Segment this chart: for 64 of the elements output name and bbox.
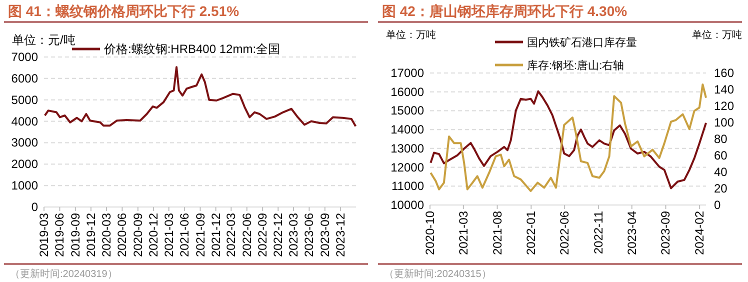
y2-tick-label: 40: [714, 165, 728, 179]
y-tick-label: 17000: [390, 66, 424, 80]
legend-label: 价格:螺纹钢:HRB400 12mm:全国: [103, 42, 280, 56]
x-tick-label: 2022-01: [524, 210, 538, 256]
x-tick-label: 2021-12: [208, 212, 223, 258]
y2-tick-label: 80: [714, 132, 728, 146]
y-axis-title: 单位：元/吨: [12, 33, 76, 47]
legend-label: 库存:钢坯:唐山:右轴: [527, 59, 624, 72]
x-tick-label: 2023-04: [624, 210, 639, 256]
y2-tick-label: 160: [714, 66, 734, 80]
chart-title: 图 42：唐山钢坯库存周环比下行 4.30%: [382, 3, 628, 19]
y-tick-label: 1000: [11, 178, 38, 193]
x-tick-label: 2020-10: [423, 210, 437, 256]
x-tick-label: 2023-06: [302, 212, 316, 258]
x-tick-label: 2022-06: [240, 212, 254, 258]
text: （更新时间:20240315）: [384, 268, 492, 280]
x-tick-label: 2021-08: [490, 210, 504, 256]
x-tick-label: 2020-12: [146, 212, 160, 258]
x-tick-label: 2019-12: [84, 212, 98, 258]
x-tick-label: 2022-11: [591, 210, 606, 254]
x-tick-label: 2021-03: [162, 212, 176, 258]
x-tick-label: 2019-09: [68, 212, 82, 258]
x-tick-label: 2019-03: [37, 212, 51, 258]
y-tick-label: 4000: [11, 114, 38, 128]
x-tick-label: 2020-03: [100, 212, 114, 258]
x-tick-label: 2021-09: [193, 212, 208, 258]
x-tick-label: 2023-12: [333, 212, 348, 258]
chart-title: 图 41：螺纹钢价格周环比下行 2.51%: [8, 3, 240, 19]
text: （更新时间:20240319）: [10, 268, 118, 280]
x-tick-label: 2022-06: [558, 210, 572, 256]
y-tick-label: 16000: [390, 84, 424, 99]
y2-axis-title: 单位：万吨: [692, 29, 742, 41]
x-tick-label: 2021-03: [456, 210, 470, 256]
y-tick-label: 10000: [390, 198, 424, 212]
y2-tick-label: 100: [714, 116, 734, 130]
y-tick-label: 12000: [390, 160, 424, 174]
y-tick-label: 0: [31, 200, 38, 214]
y2-tick-label: 140: [714, 82, 734, 96]
y-tick-label: 5000: [11, 92, 38, 107]
x-tick-label: 2019-06: [52, 212, 67, 258]
x-tick-label: 2022-12: [271, 212, 286, 258]
y-tick-label: 11000: [392, 179, 424, 194]
y-tick-label: 13000: [390, 141, 424, 156]
y-tick-label: 7000: [11, 50, 38, 64]
y2-tick-label: 20: [714, 182, 728, 196]
x-tick-label: 2023-09: [658, 210, 673, 256]
x-tick-label: 2024-02: [692, 210, 707, 256]
x-tick-label: 2020-06: [115, 212, 130, 258]
x-tick-label: 2023-03: [286, 212, 300, 258]
y-axis-title: 单位：万吨: [386, 29, 436, 41]
y-tick-label: 6000: [11, 71, 38, 86]
y2-tick-label: 60: [714, 148, 728, 162]
y2-tick-label: 0: [714, 198, 721, 212]
x-tick-label: 2023-09: [318, 212, 332, 258]
x-tick-label: 2021-06: [178, 212, 192, 258]
x-tick-label: 2022-03: [224, 212, 238, 258]
y-tick-label: 3000: [11, 136, 38, 150]
x-tick-label: 2020-09: [130, 212, 145, 258]
legend-label: 国内铁矿石港口库存量: [527, 36, 637, 49]
y2-tick-label: 120: [714, 99, 734, 113]
y-tick-label: 14000: [390, 122, 424, 137]
x-tick-label: 2022-09: [256, 212, 270, 258]
y-tick-label: 2000: [11, 157, 38, 172]
y-tick-label: 15000: [390, 104, 424, 118]
